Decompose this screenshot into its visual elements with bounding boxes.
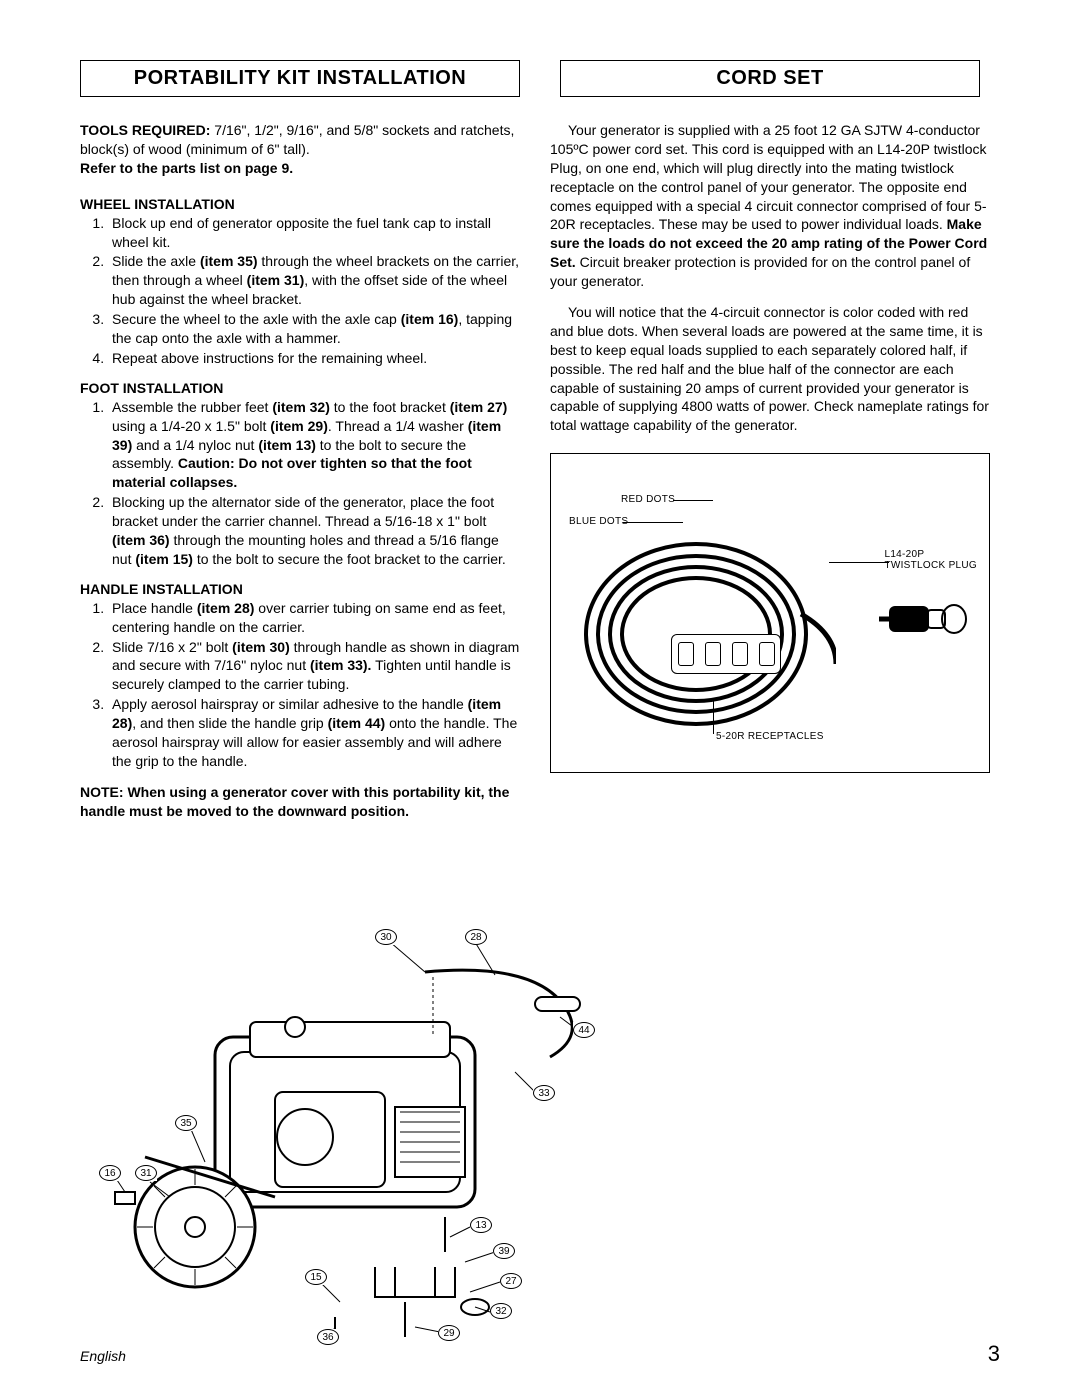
- callout-44: 44: [573, 1022, 595, 1038]
- plug-label: L14-20P TWISTLOCK PLUG: [884, 549, 977, 571]
- handle-step-1: Place handle (item 28) over carrier tubi…: [108, 599, 520, 637]
- callout-27: 27: [500, 1273, 522, 1289]
- cord-figure: RED DOTS BLUE DOTS L14-20P TWISTLOCK PLU…: [550, 453, 990, 773]
- red-dots-label: RED DOTS: [621, 494, 675, 505]
- note-text: NOTE: When using a generator cover with …: [80, 783, 520, 821]
- generator-figure: 30 28 44 33 35 31 16 13 39 27 15 32 29 3…: [95, 907, 615, 1347]
- footer: English 3: [80, 1341, 1000, 1367]
- callout-32: 32: [490, 1303, 512, 1319]
- wheel-step-1: Block up end of generator opposite the f…: [108, 214, 520, 252]
- callout-30: 30: [375, 929, 397, 945]
- footer-language: English: [80, 1348, 126, 1364]
- callout-31: 31: [135, 1165, 157, 1181]
- wheel-step-4: Repeat above instructions for the remain…: [108, 349, 520, 368]
- wheel-step-2: Slide the axle (item 35) through the whe…: [108, 252, 520, 309]
- callout-39: 39: [493, 1243, 515, 1259]
- tools-refer: Refer to the parts list on page 9.: [80, 160, 293, 176]
- footer-page-number: 3: [988, 1341, 1000, 1367]
- plug-icon: [879, 594, 969, 644]
- cordset-header: CORD SET: [560, 60, 980, 97]
- tools-label: TOOLS REQUIRED:: [80, 122, 210, 138]
- callout-29: 29: [438, 1325, 460, 1341]
- callout-13: 13: [470, 1217, 492, 1233]
- right-column: CORD SET Your generator is supplied with…: [550, 60, 990, 821]
- callout-35: 35: [175, 1115, 197, 1131]
- callout-16: 16: [99, 1165, 121, 1181]
- handle-title: HANDLE INSTALLATION: [80, 581, 520, 597]
- cord-para-2: You will notice that the 4-circuit conne…: [550, 303, 990, 435]
- handle-step-2: Slide 7/16 x 2" bolt (item 30) through h…: [108, 638, 520, 695]
- handle-step-3: Apply aerosol hairspray or similar adhes…: [108, 695, 520, 771]
- callout-28: 28: [465, 929, 487, 945]
- tools-required: TOOLS REQUIRED: 7/16", 1/2", 9/16", and …: [80, 121, 520, 178]
- foot-steps: Assemble the rubber feet (item 32) to th…: [108, 398, 520, 569]
- wheel-title: WHEEL INSTALLATION: [80, 196, 520, 212]
- callout-15: 15: [305, 1269, 327, 1285]
- handle-steps: Place handle (item 28) over carrier tubi…: [108, 599, 520, 771]
- foot-title: FOOT INSTALLATION: [80, 380, 520, 396]
- portability-header: PORTABILITY KIT INSTALLATION: [80, 60, 520, 97]
- receptacle-box-icon: [671, 634, 781, 674]
- foot-step-1: Assemble the rubber feet (item 32) to th…: [108, 398, 520, 492]
- wheel-steps: Block up end of generator opposite the f…: [108, 214, 520, 368]
- left-column: PORTABILITY KIT INSTALLATION TOOLS REQUI…: [80, 60, 520, 821]
- wheel-step-3: Secure the wheel to the axle with the ax…: [108, 310, 520, 348]
- generator-diagram-icon: [95, 907, 615, 1347]
- callout-33: 33: [533, 1085, 555, 1101]
- cord-para-1: Your generator is supplied with a 25 foo…: [550, 121, 990, 291]
- foot-step-2: Blocking up the alternator side of the g…: [108, 493, 520, 569]
